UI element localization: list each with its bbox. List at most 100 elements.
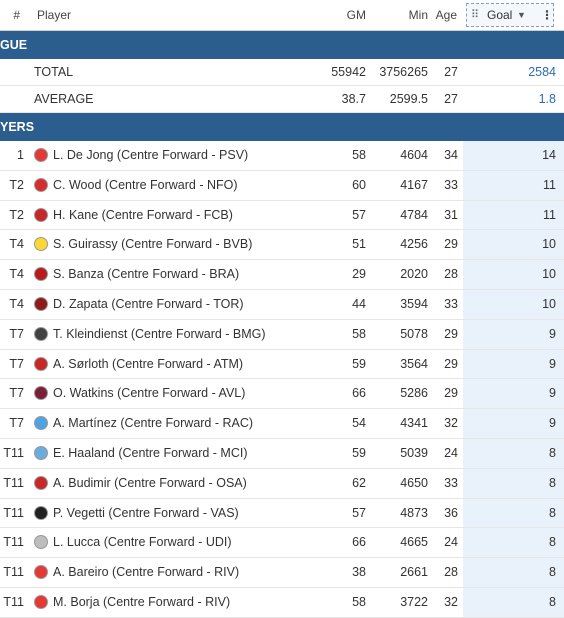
age-cell: 28 <box>444 267 458 282</box>
player-name-link[interactable]: A. Budimir (Centre Forward - OSA) <box>53 475 247 490</box>
player-cell[interactable]: C. Wood (Centre Forward - NFO) <box>34 171 238 200</box>
goal-cell: 8 <box>463 468 564 498</box>
min-cell: 4341 <box>400 416 428 431</box>
player-name-link[interactable]: A. Bareiro (Centre Forward - RIV) <box>53 565 240 580</box>
header-goal[interactable]: Goal <box>487 8 513 22</box>
goal-value: 8 <box>549 505 556 520</box>
player-cell[interactable]: A. Bareiro (Centre Forward - RIV) <box>34 558 239 587</box>
player-name-link[interactable]: P. Vegetti (Centre Forward - VAS) <box>53 505 239 520</box>
player-cell[interactable]: T. Kleindienst (Centre Forward - BMG) <box>34 320 266 349</box>
age-cell: 34 <box>444 148 458 162</box>
gm-cell: 60 <box>352 177 366 192</box>
player-cell[interactable]: O. Watkins (Centre Forward - AVL) <box>34 379 245 408</box>
rank-cell: T11 <box>3 594 24 609</box>
header-player[interactable]: Player <box>37 8 72 22</box>
bra-icon <box>34 267 48 282</box>
player-cell[interactable]: S. Banza (Centre Forward - BRA) <box>34 260 239 289</box>
player-cell[interactable]: D. Zapata (Centre Forward - TOR) <box>34 290 244 319</box>
rank-cell: T2 <box>9 207 24 222</box>
player-name-link[interactable]: A. Sørloth (Centre Forward - ATM) <box>53 356 244 371</box>
player-name-link[interactable]: C. Wood (Centre Forward - NFO) <box>53 177 238 192</box>
player-cell[interactable]: M. Borja (Centre Forward - RIV) <box>34 588 230 617</box>
player-cell[interactable]: L. De Jong (Centre Forward - PSV) <box>34 141 248 170</box>
gm-cell: 51 <box>352 237 366 252</box>
player-name-link[interactable]: A. Martínez (Centre Forward - RAC) <box>53 416 254 431</box>
drag-handle-icon[interactable]: ⠿ <box>471 9 480 21</box>
min-cell: 5078 <box>400 326 428 341</box>
player-name-link[interactable]: O. Watkins (Centre Forward - AVL) <box>53 386 246 401</box>
age-cell: 32 <box>444 594 458 609</box>
vas-icon <box>34 505 48 520</box>
goal-column-header[interactable]: ⠿ Goal ▼ ⋮ <box>466 3 554 27</box>
player-name-link[interactable]: D. Zapata (Centre Forward - TOR) <box>53 296 244 311</box>
goal-value: 10 <box>542 267 556 282</box>
table-row: T11 P. Vegetti (Centre Forward - VAS) 57 48… <box>0 498 564 529</box>
bmg-icon <box>34 326 48 341</box>
goal-cell: 14 <box>463 141 564 170</box>
player-cell[interactable]: A. Budimir (Centre Forward - OSA) <box>34 469 247 498</box>
age-cell: 33 <box>444 296 458 311</box>
table-row: T4 S. Banza (Centre Forward - BRA) 29 2020 2… <box>0 260 564 290</box>
player-name-link[interactable]: E. Haaland (Centre Forward - MCI) <box>53 445 248 460</box>
table-row: T11 E. Haaland (Centre Forward - MCI) 59 50… <box>0 438 564 469</box>
column-menu-icon[interactable]: ⋮ <box>541 8 553 22</box>
rank-cell: T11 <box>3 445 24 460</box>
player-cell[interactable]: A. Martínez (Centre Forward - RAC) <box>34 409 253 438</box>
player-name-link[interactable]: H. Kane (Centre Forward - FCB) <box>53 207 233 222</box>
min-cell: 3722 <box>400 594 428 609</box>
table-row: T4 S. Guirassy (Centre Forward - BVB) 51 42… <box>0 230 564 261</box>
gm-cell: 66 <box>352 535 366 550</box>
player-name-link[interactable]: L. Lucca (Centre Forward - UDI) <box>53 535 232 550</box>
table-row: T11 A. Bareiro (Centre Forward - RIV) 38 26… <box>0 558 564 588</box>
player-name-link[interactable]: S. Guirassy (Centre Forward - BVB) <box>53 237 253 252</box>
section-label: YERS <box>0 120 35 134</box>
player-cell[interactable]: P. Vegetti (Centre Forward - VAS) <box>34 499 239 528</box>
goal-cell: 1.8 <box>463 86 564 112</box>
rank-cell: T4 <box>9 296 24 311</box>
goal-value: 9 <box>549 386 556 401</box>
rank-cell: T11 <box>3 475 24 490</box>
player-name-link[interactable]: T. Kleindienst (Centre Forward - BMG) <box>53 326 266 341</box>
player-cell[interactable]: A. Sørloth (Centre Forward - ATM) <box>34 350 243 379</box>
player-name-link[interactable]: M. Borja (Centre Forward - RIV) <box>53 594 231 609</box>
age-cell: 32 <box>444 416 458 431</box>
riv-icon <box>34 594 48 609</box>
gm-cell: 55942 <box>331 65 366 79</box>
table-header: # Player GM Min Age ⠿ Goal ▼ ⋮ <box>0 0 564 31</box>
player-name-link[interactable]: L. De Jong (Centre Forward - PSV) <box>53 148 249 162</box>
player-cell[interactable]: H. Kane (Centre Forward - FCB) <box>34 201 233 230</box>
table-row: T4 D. Zapata (Centre Forward - TOR) 44 3594… <box>0 289 564 320</box>
rank-cell: T7 <box>9 356 24 371</box>
player-cell[interactable]: L. Lucca (Centre Forward - UDI) <box>34 528 232 557</box>
age-cell: 28 <box>444 565 458 580</box>
goal-value: 10 <box>542 296 556 311</box>
bvb-icon <box>34 237 48 252</box>
header-age[interactable]: Age <box>435 8 457 22</box>
table-row: T7 T. Kleindienst (Centre Forward - BMG) 5… <box>0 319 564 350</box>
table-row: T11 A. Budimir (Centre Forward - OSA) 62 46… <box>0 468 564 499</box>
age-cell: 29 <box>444 326 458 341</box>
gm-cell: 59 <box>352 356 366 371</box>
header-gm[interactable]: GM <box>346 8 366 22</box>
player-cell[interactable]: S. Guirassy (Centre Forward - BVB) <box>34 230 252 259</box>
header-min[interactable]: Min <box>408 8 428 22</box>
min-cell: 3594 <box>400 296 428 311</box>
min-cell: 4256 <box>400 237 428 252</box>
min-cell: 2661 <box>400 565 428 580</box>
goal-cell: 8 <box>463 498 564 528</box>
min-cell: 4784 <box>400 207 428 222</box>
gm-cell: 29 <box>352 267 366 282</box>
goal-cell: 2584 <box>463 59 564 85</box>
sort-desc-icon[interactable]: ▼ <box>517 10 526 20</box>
player-name-link[interactable]: S. Banza (Centre Forward - BRA) <box>53 267 240 282</box>
summary-label: TOTAL <box>34 65 74 79</box>
gm-cell: 62 <box>352 475 366 490</box>
goal-value: 11 <box>543 177 556 192</box>
udi-icon <box>34 535 48 550</box>
table-row: T2 C. Wood (Centre Forward - NFO) 60 4167 33… <box>0 170 564 201</box>
rank-cell: T7 <box>9 416 24 431</box>
player-cell[interactable]: E. Haaland (Centre Forward - MCI) <box>34 439 248 468</box>
header-rank[interactable]: # <box>13 8 20 22</box>
section-label: GUE <box>0 38 28 52</box>
